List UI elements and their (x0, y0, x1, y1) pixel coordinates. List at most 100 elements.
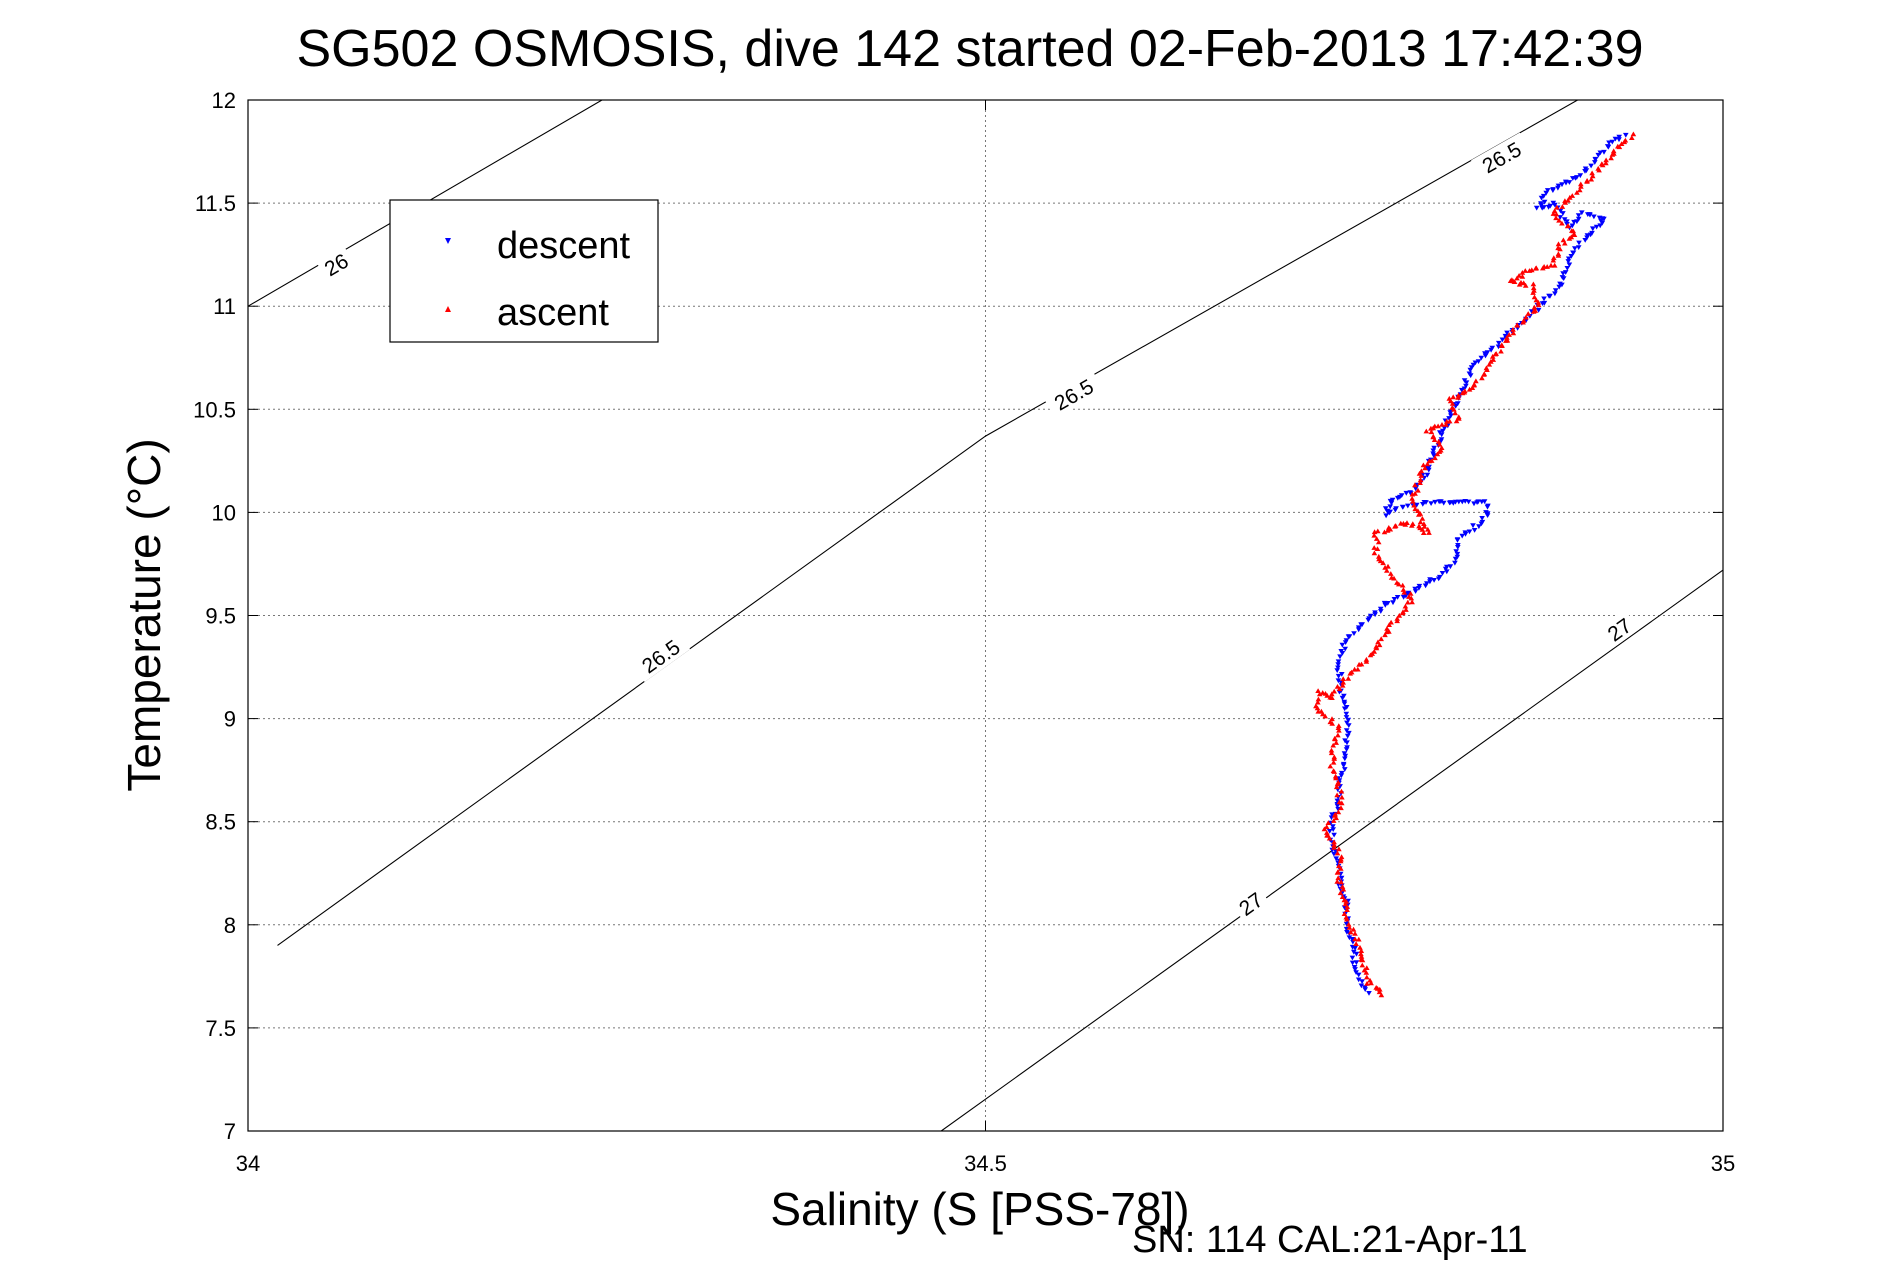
descent-point (1351, 631, 1357, 636)
ascent-point (1471, 381, 1477, 387)
y-tick-label: 9.5 (205, 604, 236, 629)
ascent-point (1469, 385, 1476, 390)
ascent-point (1553, 215, 1559, 221)
descent-point (1604, 144, 1611, 149)
ascent-point (1400, 587, 1407, 592)
descent-point (1478, 355, 1485, 361)
legend-descent-marker (445, 238, 451, 244)
descent-point (1504, 330, 1510, 336)
ascent-point (1335, 875, 1341, 881)
descent-point (1538, 203, 1545, 208)
ascent-point (1578, 181, 1584, 187)
descent-point (1565, 256, 1572, 262)
ascent-point (1386, 622, 1392, 627)
descent-point (1538, 201, 1544, 206)
ascent-point (1555, 251, 1562, 257)
descent-point (1441, 425, 1448, 431)
ascent-point (1562, 240, 1568, 246)
ascent-point (1341, 911, 1348, 916)
ascent-point (1443, 421, 1449, 427)
descent-point (1588, 163, 1594, 169)
descent-point (1412, 589, 1419, 594)
ascent-point (1401, 589, 1407, 595)
descent-point (1349, 955, 1356, 961)
descent-point (1564, 222, 1570, 227)
descent-point (1556, 284, 1562, 290)
descent-point (1366, 991, 1372, 996)
descent-point (1391, 597, 1398, 602)
descent-point (1343, 711, 1350, 717)
x-axis-title: Salinity (S [PSS-78]) (770, 1183, 1189, 1235)
descent-point (1575, 216, 1582, 222)
ascent-point (1412, 490, 1418, 496)
legend-ascent-marker (445, 306, 451, 312)
descent-point (1472, 360, 1479, 366)
descent-point (1424, 472, 1431, 478)
descent-point (1339, 642, 1346, 648)
ascent-point (1498, 348, 1504, 354)
descent-point (1405, 590, 1412, 596)
descent-point (1362, 985, 1368, 990)
descent-point (1431, 578, 1437, 583)
y-tick-label: 8 (224, 913, 236, 938)
ascent-point (1335, 779, 1341, 785)
ascent-point (1432, 455, 1438, 461)
descent-point (1338, 875, 1345, 881)
descent-point (1334, 668, 1340, 673)
ascent-point (1415, 508, 1421, 513)
ascent-point (1404, 520, 1410, 525)
descent-point (1342, 646, 1348, 652)
descent-point (1463, 383, 1469, 389)
descent-point (1359, 979, 1365, 984)
isopycnal-label-bg (316, 245, 356, 283)
ascent-point (1555, 241, 1562, 247)
ascent-point (1364, 981, 1370, 986)
ascent-point (1324, 830, 1330, 835)
ascent-point (1408, 595, 1415, 601)
ascent-point (1603, 157, 1609, 163)
descent-point (1342, 738, 1348, 744)
descent-point (1353, 970, 1359, 975)
descent-point (1462, 530, 1469, 536)
isopycnal-label-bg (1599, 610, 1640, 649)
descent-point (1367, 613, 1374, 619)
ascent-point (1326, 835, 1333, 841)
ascent-point (1455, 392, 1462, 398)
ascent-point (1328, 750, 1335, 756)
descent-point (1353, 960, 1360, 966)
ascent-point (1452, 410, 1458, 416)
descent-point (1412, 586, 1418, 592)
ascent-point (1367, 977, 1373, 983)
ascent-point (1417, 480, 1423, 485)
descent-point (1343, 638, 1350, 644)
descent-point (1355, 625, 1362, 631)
descent-point (1466, 529, 1473, 535)
descent-point (1453, 549, 1459, 554)
ascent-point (1531, 287, 1537, 293)
descent-point (1437, 430, 1443, 436)
ascent-point (1504, 335, 1510, 340)
descent-point (1331, 832, 1337, 838)
ascent-point (1338, 865, 1344, 871)
ascent-point (1565, 197, 1571, 203)
descent-point (1383, 513, 1389, 519)
y-tick-label: 9 (224, 707, 236, 732)
ascent-point (1340, 679, 1346, 685)
ascent-point (1577, 187, 1583, 193)
ascent-point (1420, 530, 1427, 535)
descent-point (1546, 293, 1552, 299)
descent-point (1426, 467, 1432, 473)
descent-point (1533, 205, 1540, 211)
descent-point (1541, 300, 1548, 306)
ascent-point (1446, 395, 1453, 401)
descent-point (1344, 745, 1350, 751)
ascent-point (1364, 965, 1370, 970)
descent-point (1616, 134, 1622, 140)
descent-point (1459, 533, 1465, 539)
descent-point (1565, 259, 1572, 264)
isopycnal-label-bg (1043, 369, 1104, 419)
descent-point (1574, 175, 1580, 180)
descent-point (1447, 564, 1454, 570)
ascent-point (1334, 879, 1340, 884)
descent-point (1358, 983, 1365, 989)
